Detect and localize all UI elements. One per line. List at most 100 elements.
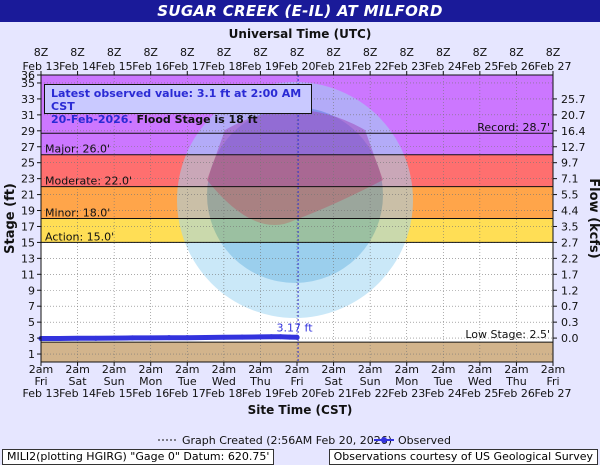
flood-label-low: Low Stage: 2.5' (465, 328, 550, 341)
top-tick-time: 8Z (473, 46, 488, 59)
page-title: SUGAR CREEK (E-IL) AT MILFORD (0, 0, 600, 22)
observed-point (56, 335, 62, 341)
y-tick-label: 11 (21, 268, 35, 281)
bottom-tick-date: Feb 14 (59, 387, 96, 400)
top-tick-time: 8Z (399, 46, 414, 59)
top-tick-time: 8Z (546, 46, 561, 59)
flow-tick-label: 12.7 (561, 141, 586, 154)
observed-point (111, 335, 117, 341)
bottom-tick-time: 2am (29, 363, 53, 376)
bottom-tick-day: Sun (360, 375, 381, 388)
bottom-tick-time: 2am (102, 363, 126, 376)
y-tick-label: 25 (21, 157, 35, 170)
legend-created-label: Graph Created (2:56AM Feb 20, 2026) (182, 434, 392, 447)
flow-tick-label: 0.0 (561, 332, 579, 345)
top-tick-date: Feb 25 (461, 60, 498, 73)
bottom-tick-date: Feb 17 (169, 387, 206, 400)
bottom-tick-date: Feb 16 (132, 387, 169, 400)
top-tick-date: Feb 18 (205, 60, 242, 73)
top-tick-date: Feb 16 (132, 60, 169, 73)
top-tick-date: Feb 26 (498, 60, 535, 73)
bottom-tick-day: Thu (505, 375, 527, 388)
bottom-tick-day: Wed (468, 375, 492, 388)
bottom-tick-day: Fri (546, 375, 559, 388)
observed-point (287, 334, 293, 340)
top-tick-time: 8Z (217, 46, 232, 59)
observed-point (166, 335, 172, 341)
bottom-tick-day: Mon (139, 375, 162, 388)
flow-tick-label: 3.5 (561, 220, 579, 233)
bottom-tick-day: Thu (249, 375, 271, 388)
bottom-tick-time: 2am (321, 363, 345, 376)
observed-point (278, 334, 284, 340)
top-tick-time: 8Z (290, 46, 305, 59)
flow-tick-label: 5.5 (561, 189, 579, 202)
y-tick-label: 3 (28, 332, 35, 345)
datum-footer: MILI2(plotting HGIRG) "Gage 0" Datum: 62… (2, 449, 275, 465)
bottom-tick-day: Fri (34, 375, 47, 388)
top-tick-date: Feb 15 (96, 60, 133, 73)
top-tick-time: 8Z (143, 46, 158, 59)
top-tick-time: 8Z (363, 46, 378, 59)
source-footer: Observations courtesy of US Geological S… (328, 449, 598, 465)
flood-label-major: Major: 26.0' (45, 143, 110, 156)
flow-tick-label: 20.7 (561, 109, 586, 122)
bottom-tick-time: 2am (358, 363, 382, 376)
top-tick-time: 8Z (34, 46, 49, 59)
observed-point (93, 335, 99, 341)
bottom-tick-day: Fri (290, 375, 303, 388)
flow-tick-label: 1.2 (561, 284, 579, 297)
top-tick-time: 8Z (70, 46, 85, 59)
observed-point (129, 335, 135, 341)
bottom-tick-time: 2am (138, 363, 162, 376)
bottom-tick-date: Feb 23 (388, 387, 425, 400)
bottom-tick-date: Feb 25 (461, 387, 498, 400)
bottom-tick-day: Sat (69, 375, 88, 388)
peak-label: 3.17 ft (277, 322, 314, 335)
flow-tick-label: 1.7 (561, 268, 579, 281)
y-tick-label: 33 (21, 93, 35, 106)
top-tick-date: Feb 17 (169, 60, 206, 73)
bottom-tick-date: Feb 22 (352, 387, 389, 400)
y-tick-label: 7 (28, 300, 35, 313)
observed-point (148, 335, 154, 341)
y-tick-label: 15 (21, 236, 35, 249)
observed-point (75, 335, 81, 341)
low-zone-band (41, 342, 553, 362)
y-tick-label: 31 (21, 109, 35, 122)
bottom-tick-date: Feb 21 (315, 387, 352, 400)
top-tick-time: 8Z (180, 46, 195, 59)
bottom-tick-time: 2am (248, 363, 272, 376)
observed-point (268, 334, 274, 340)
bottom-tick-date: Feb 18 (205, 387, 242, 400)
bottom-tick-time: 2am (175, 363, 199, 376)
flood-label-record: Record: 28.7' (477, 121, 550, 134)
flow-tick-label: 2.7 (561, 236, 579, 249)
bottom-tick-time: 2am (431, 363, 455, 376)
y-tick-label: 36 (21, 69, 35, 82)
flood-label-action: Action: 15.0' (45, 230, 114, 243)
bottom-tick-time: 2am (504, 363, 528, 376)
latest-line2: 20-Feb-2026. Flood Stage is 18 ft (51, 113, 305, 126)
flow-tick-label: 0.3 (561, 316, 579, 329)
bottom-tick-time: 2am (212, 363, 236, 376)
top-tick-time: 8Z (436, 46, 451, 59)
top-tick-date: Feb 13 (23, 60, 60, 73)
y-axis-title: Stage (ft) (3, 183, 18, 254)
top-tick-date: Feb 22 (352, 60, 389, 73)
top-tick-time: 8Z (326, 46, 341, 59)
y-tick-label: 27 (21, 141, 35, 154)
top-tick-date: Feb 21 (315, 60, 352, 73)
y-tick-label: 5 (28, 316, 35, 329)
flood-label-minor: Minor: 18.0' (45, 207, 110, 220)
flow-tick-label: 4.4 (561, 205, 579, 218)
flow-tick-label: 25.7 (561, 93, 586, 106)
bottom-tick-time: 2am (394, 363, 418, 376)
bottom-tick-day: Wed (212, 375, 236, 388)
bottom-tick-time: 2am (468, 363, 492, 376)
y-tick-label: 23 (21, 173, 35, 186)
observed-point (203, 335, 209, 341)
bottom-tick-time: 2am (285, 363, 309, 376)
observed-point (184, 335, 190, 341)
bottom-tick-date: Feb 24 (425, 387, 462, 400)
